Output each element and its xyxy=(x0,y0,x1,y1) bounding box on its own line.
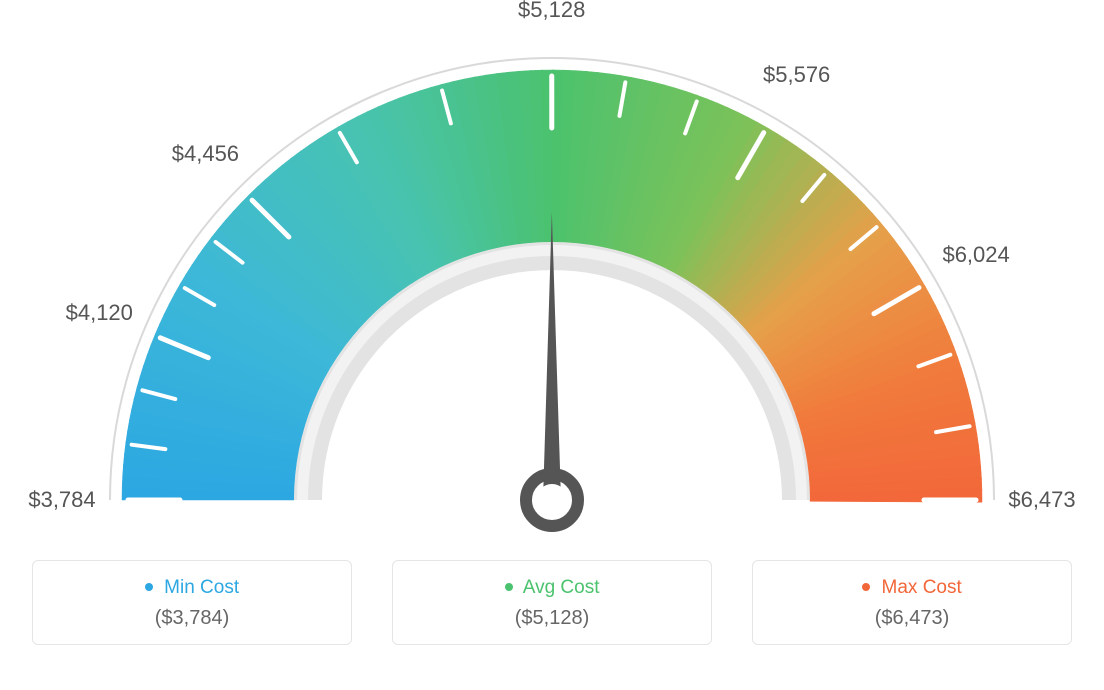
min-cost-title: Min Cost xyxy=(43,577,341,599)
max-cost-value: ($6,473) xyxy=(763,607,1061,630)
avg-cost-card: Avg Cost ($5,128) xyxy=(392,560,712,645)
min-cost-value: ($3,784) xyxy=(43,607,341,630)
min-dot-icon xyxy=(145,583,153,591)
gauge-tick-label: $4,456 xyxy=(172,141,239,167)
max-cost-title: Max Cost xyxy=(763,577,1061,599)
max-cost-label: Max Cost xyxy=(882,577,962,598)
avg-cost-title: Avg Cost xyxy=(403,577,701,599)
min-cost-card: Min Cost ($3,784) xyxy=(32,560,352,645)
gauge-tick-label: $6,024 xyxy=(942,242,1009,268)
gauge-tick-label: $6,473 xyxy=(1008,487,1075,513)
gauge-tick-label: $3,784 xyxy=(28,487,95,513)
max-dot-icon xyxy=(862,583,870,591)
avg-cost-label: Avg Cost xyxy=(523,577,600,598)
gauge-chart: $3,784 $4,120 $4,456 $5,128 $5,576 $6,024 $6,4… xyxy=(0,0,1104,560)
gauge-tick-label: $5,576 xyxy=(763,62,830,88)
avg-dot-icon xyxy=(505,583,513,591)
avg-cost-value: ($5,128) xyxy=(403,607,701,630)
gauge-svg xyxy=(0,0,1104,560)
summary-cards: Min Cost ($3,784) Avg Cost ($5,128) Max … xyxy=(0,560,1104,645)
gauge-tick-label: $5,128 xyxy=(518,0,585,23)
max-cost-card: Max Cost ($6,473) xyxy=(752,560,1072,645)
gauge-tick-label: $4,120 xyxy=(66,300,133,326)
min-cost-label: Min Cost xyxy=(164,577,239,598)
